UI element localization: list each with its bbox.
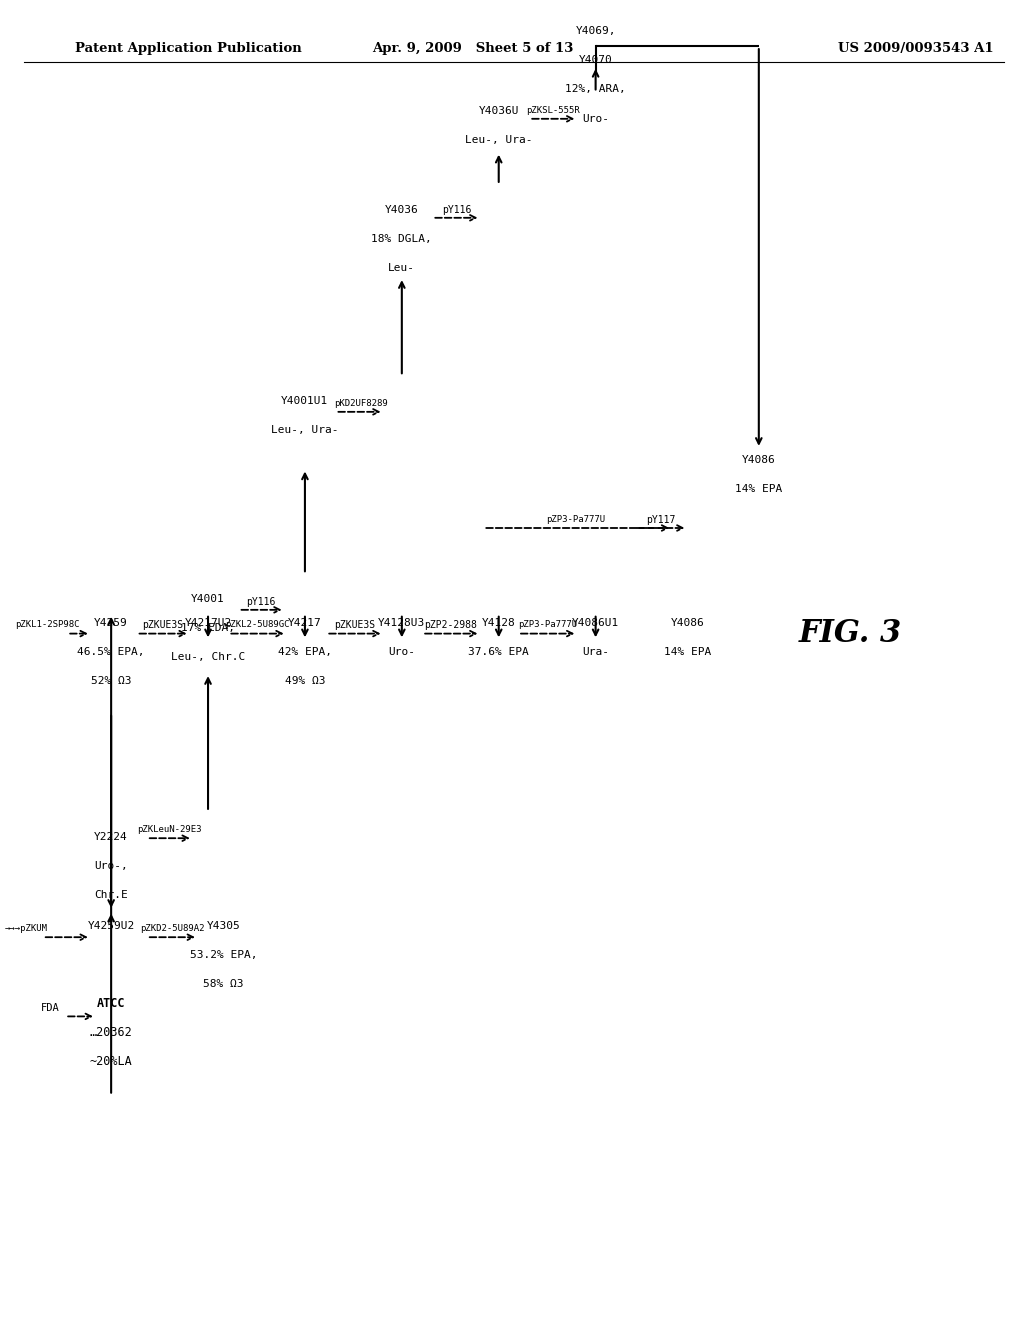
Text: FDA: FDA: [41, 1003, 59, 1014]
Text: pZKLeuN-29E3: pZKLeuN-29E3: [137, 825, 202, 834]
Text: 58% Ω3: 58% Ω3: [203, 979, 244, 990]
Text: pZKUE3S: pZKUE3S: [335, 620, 376, 631]
Text: Y4128U3: Y4128U3: [378, 618, 425, 628]
Text: pZKL1-2SP98C: pZKL1-2SP98C: [14, 620, 79, 630]
Text: pZKUE3S: pZKUE3S: [142, 620, 183, 631]
Text: Y4001U1: Y4001U1: [282, 396, 329, 407]
Text: 46.5% EPA,: 46.5% EPA,: [78, 647, 144, 657]
Text: →→→pZKUM: →→→pZKUM: [5, 924, 48, 933]
Text: Y4128: Y4128: [482, 618, 516, 628]
Text: 49% Ω3: 49% Ω3: [285, 676, 326, 686]
Text: Apr. 9, 2009   Sheet 5 of 13: Apr. 9, 2009 Sheet 5 of 13: [373, 42, 573, 55]
Text: Y4259U2: Y4259U2: [87, 921, 135, 932]
Text: Y4259: Y4259: [94, 618, 128, 628]
Text: pZP3-Pa777U: pZP3-Pa777U: [518, 620, 578, 630]
Text: 53.2% EPA,: 53.2% EPA,: [189, 950, 257, 961]
Text: 42% EPA,: 42% EPA,: [278, 647, 332, 657]
Text: 12%, ARA,: 12%, ARA,: [565, 84, 626, 95]
Text: ATCC: ATCC: [97, 997, 125, 1010]
Text: Uro-,: Uro-,: [94, 861, 128, 871]
Text: Y4001: Y4001: [191, 594, 225, 605]
Text: ~20%LA: ~20%LA: [90, 1055, 132, 1068]
Text: 14% EPA: 14% EPA: [735, 484, 782, 495]
Text: 52% Ω3: 52% Ω3: [91, 676, 131, 686]
Text: pZKD2-5U89A2: pZKD2-5U89A2: [140, 924, 205, 933]
Text: 18% DGLA,: 18% DGLA,: [372, 234, 432, 244]
Text: pZKSL-555R: pZKSL-555R: [526, 106, 580, 115]
Text: Leu-: Leu-: [388, 263, 416, 273]
Text: 37.6% EPA: 37.6% EPA: [468, 647, 529, 657]
Text: Chr.E: Chr.E: [94, 890, 128, 900]
Text: 14% EPA: 14% EPA: [664, 647, 711, 657]
Text: pKD2UF8289: pKD2UF8289: [334, 399, 388, 408]
Text: Y4217: Y4217: [288, 618, 322, 628]
Text: FIG. 3: FIG. 3: [799, 618, 902, 649]
Text: US 2009/0093543 A1: US 2009/0093543 A1: [838, 42, 993, 55]
Text: pY117: pY117: [646, 515, 676, 525]
Text: Y4305: Y4305: [207, 921, 241, 932]
Text: Leu-, Ura-: Leu-, Ura-: [271, 425, 339, 436]
Text: Y4036: Y4036: [385, 205, 419, 215]
Text: pY116: pY116: [247, 597, 275, 607]
Text: Y4086: Y4086: [742, 455, 776, 466]
Text: Y4217U2: Y4217U2: [184, 618, 231, 628]
Text: Leu-, Ura-: Leu-, Ura-: [465, 135, 532, 145]
Text: Ura-: Ura-: [582, 647, 609, 657]
Text: Y4070: Y4070: [579, 55, 612, 66]
Text: Uro-: Uro-: [582, 114, 609, 124]
Text: Patent Application Publication: Patent Application Publication: [76, 42, 302, 55]
Text: Uro-: Uro-: [388, 647, 416, 657]
Text: pZP3-Pa777U: pZP3-Pa777U: [546, 515, 605, 524]
Text: pZP2-2988: pZP2-2988: [424, 620, 477, 631]
Text: …20362: …20362: [90, 1026, 132, 1039]
Text: 17% EDA,: 17% EDA,: [181, 623, 236, 634]
Text: Y4069,: Y4069,: [575, 26, 615, 37]
Text: Y2224: Y2224: [94, 832, 128, 842]
Text: Y4086U1: Y4086U1: [572, 618, 620, 628]
Text: Leu-, Chr.C: Leu-, Chr.C: [171, 652, 245, 663]
Text: Y4036U: Y4036U: [478, 106, 519, 116]
Text: Y4086: Y4086: [671, 618, 705, 628]
Text: pY116: pY116: [442, 205, 472, 215]
Text: pZKL2-5U89GC: pZKL2-5U89GC: [224, 620, 289, 630]
